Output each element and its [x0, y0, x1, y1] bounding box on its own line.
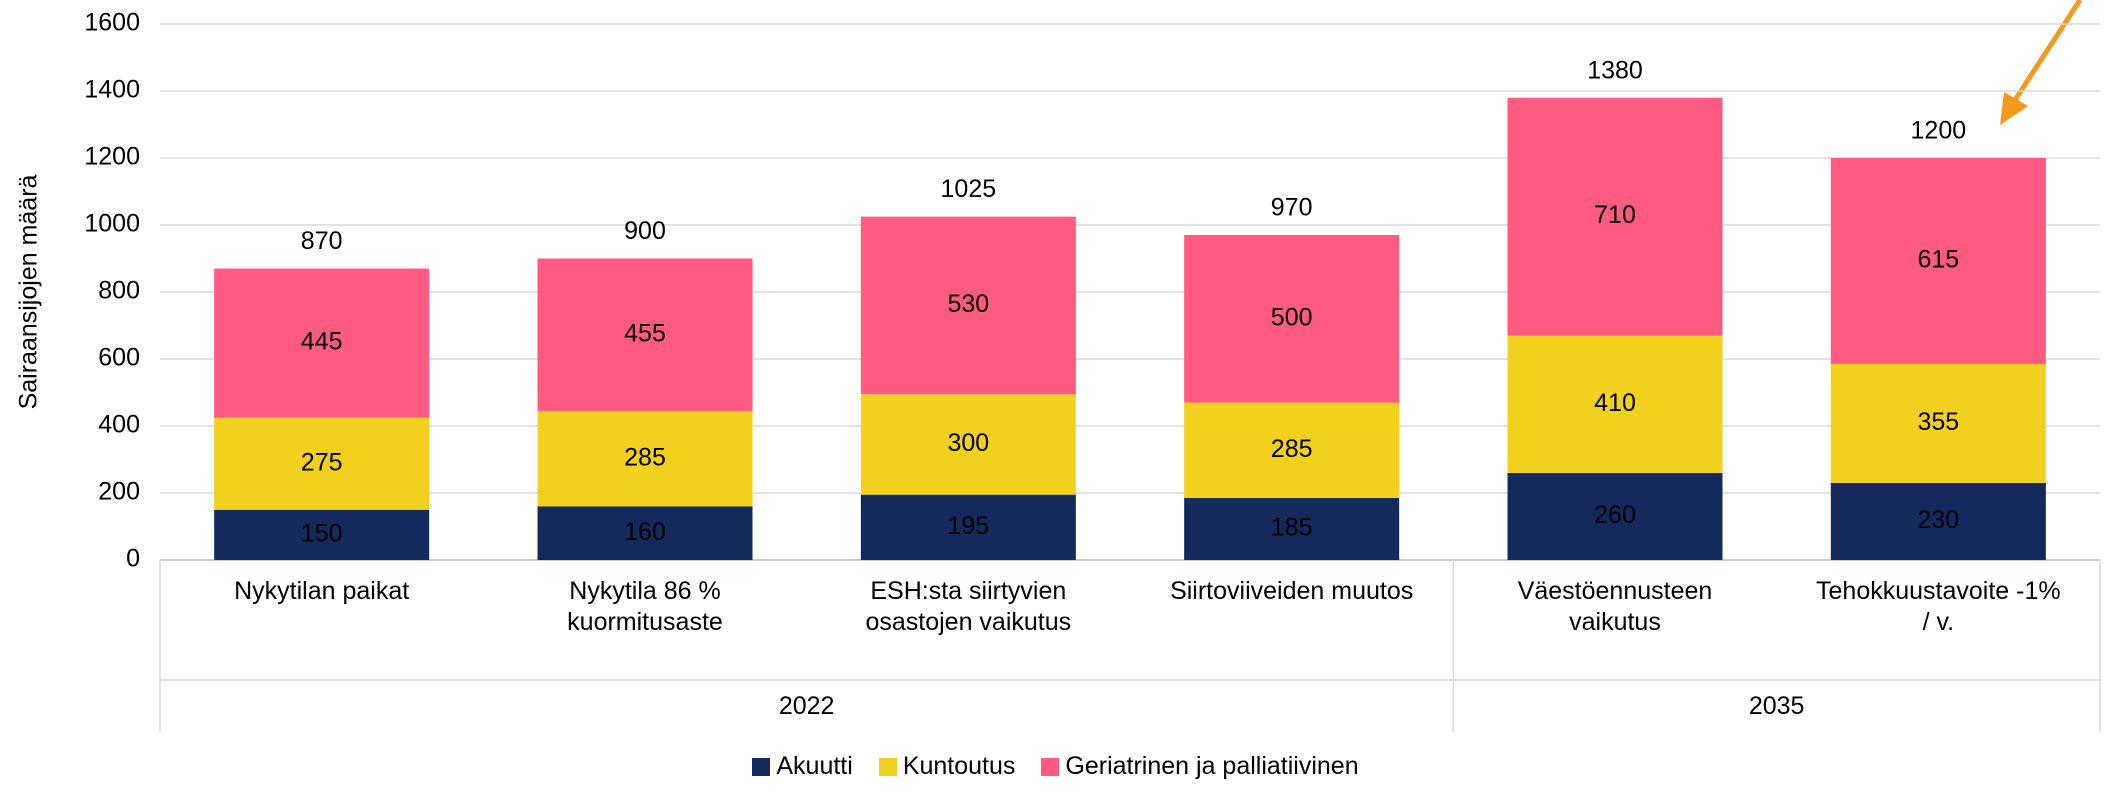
total-label: 970: [1271, 194, 1313, 222]
legend-item: Akuutti: [752, 752, 853, 781]
group-label: 2022: [778, 692, 835, 720]
legend-swatch: [1041, 757, 1060, 776]
y-axis-label: Sairaansijojen määrä: [15, 174, 43, 409]
arrow: [2000, 0, 2083, 125]
value-label: 530: [947, 290, 989, 318]
bar-segment: [1830, 158, 2046, 365]
bar-segment: [537, 506, 753, 560]
bar-segment: [860, 494, 1076, 560]
value-label: 410: [1594, 389, 1636, 417]
value-label: 355: [1917, 408, 1959, 436]
bar-segment: [1184, 235, 1400, 403]
bar-segment: [214, 417, 430, 510]
y-tick-label: 1200: [84, 143, 140, 171]
y-tick-label: 1000: [84, 210, 140, 238]
bar-segment: [1507, 335, 1723, 473]
x-tick-label: Siirtoviiveiden muutos: [1170, 577, 1414, 605]
legend-item: Kuntoutus: [878, 752, 1016, 781]
value-label: 150: [301, 519, 343, 547]
bar-segment: [1507, 472, 1723, 560]
value-label: 160: [624, 518, 666, 546]
value-label: 710: [1594, 201, 1636, 229]
y-tick-label: 1400: [84, 76, 140, 104]
y-tick-label: 0: [126, 545, 140, 573]
value-label: 195: [947, 512, 989, 540]
value-label: 455: [624, 319, 666, 347]
total-label: 870: [301, 227, 343, 255]
value-label: 500: [1271, 303, 1313, 331]
y-tick-label: 800: [98, 277, 140, 305]
value-label: 300: [947, 429, 989, 457]
value-label: 285: [1271, 435, 1313, 463]
y-tick-label: 200: [98, 478, 140, 506]
legend: Akuutti Kuntoutus Geriatrinen ja palliatii…: [0, 752, 2111, 781]
bar-segment: [860, 394, 1076, 495]
legend-label: Kuntoutus: [902, 752, 1016, 780]
bar-segment: [214, 509, 430, 560]
bar-segment: [1184, 402, 1400, 499]
legend-label: Geriatrinen ja palliatiivinen: [1065, 752, 1359, 780]
bar-segment: [1507, 97, 1723, 336]
x-tick-label: Tehokkuustavoite -1% / v.: [1816, 577, 2061, 636]
value-label: 230: [1917, 506, 1959, 534]
value-label: 615: [1917, 246, 1959, 274]
legend-item: Geriatrinen ja palliatiivinen: [1041, 752, 1359, 781]
total-label: 1380: [1587, 56, 1643, 84]
bar-segment: [537, 258, 753, 411]
bar-segment: [1830, 482, 2046, 560]
x-tick-label: Nykytilan paikat: [234, 577, 410, 605]
value-label: 185: [1271, 514, 1313, 542]
legend-swatch: [878, 757, 897, 776]
value-label: 260: [1594, 501, 1636, 529]
y-tick-label: 600: [98, 344, 140, 372]
value-label: 445: [301, 328, 343, 356]
y-tick-label: 400: [98, 411, 140, 439]
group-label: 2035: [1748, 692, 1805, 720]
value-label: 285: [624, 443, 666, 471]
y-tick-label: 1600: [84, 9, 140, 37]
bar-segment: [860, 216, 1076, 395]
legend-swatch: [752, 757, 771, 776]
total-label: 900: [624, 217, 666, 245]
total-label: 1025: [941, 175, 997, 203]
legend-label: Akuutti: [776, 752, 853, 780]
bar-segment: [1830, 364, 2046, 483]
x-tick-label: Väestöennusteen vaikutus: [1517, 577, 1713, 636]
x-tick-label: ESH:sta siirtyvien osastojen vaikutus: [865, 577, 1072, 636]
total-label: 1200: [1911, 117, 1967, 145]
value-label: 275: [301, 448, 343, 476]
x-tick-label: Nykytila 86 % kuormitusaste: [567, 577, 723, 636]
bar-segment: [537, 410, 753, 507]
bar-segment: [214, 268, 430, 418]
bar-segment: [1184, 498, 1400, 560]
